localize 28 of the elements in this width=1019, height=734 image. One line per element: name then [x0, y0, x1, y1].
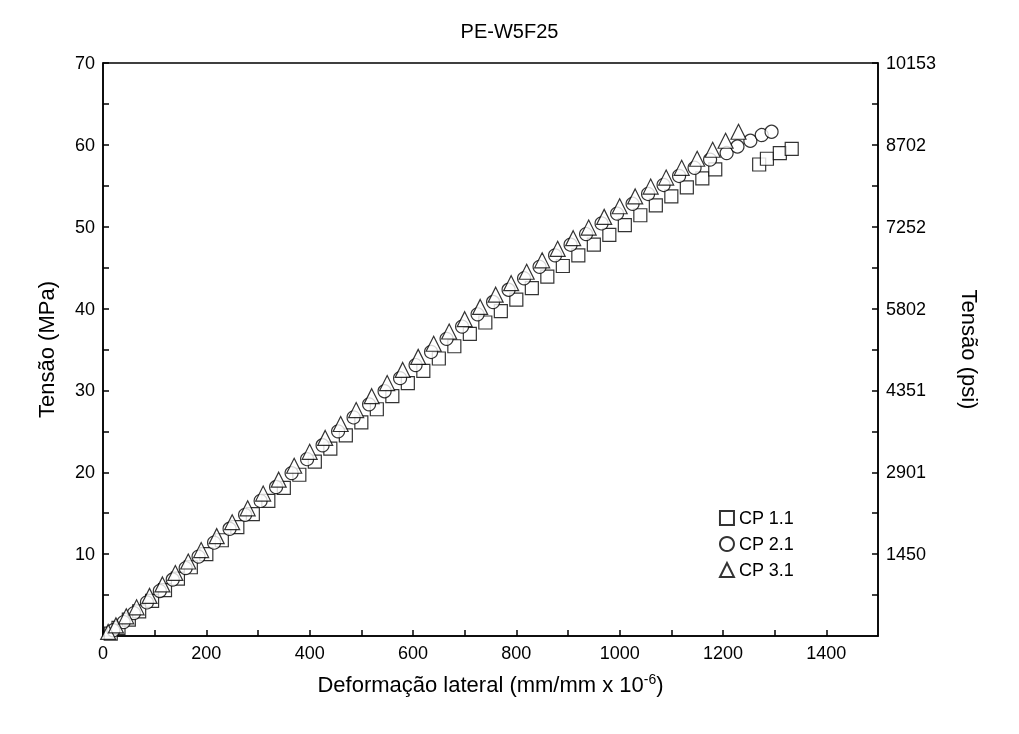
y2-tick-label: 1450 — [886, 544, 927, 565]
x-tick-label: 1000 — [599, 643, 640, 663]
y-tick-label: 30 — [74, 380, 95, 401]
y2-tick-label: 7252 — [886, 216, 927, 237]
x-tick-label: 1200 — [702, 643, 744, 663]
y2-tick-label: 10153 — [886, 53, 937, 73]
y2-axis-title: Tensão (psi) — [956, 289, 982, 410]
y2-tick-label: 8702 — [886, 134, 927, 155]
x-tick-label: 800 — [501, 643, 532, 663]
x-tick-label: 400 — [294, 643, 325, 663]
chart-title: PE-W5F25 — [460, 20, 559, 42]
legend-label: CP 3.1 — [738, 560, 794, 580]
legend-label: CP 1.1 — [738, 508, 794, 528]
x-tick-label: 0 — [97, 643, 109, 663]
y-tick-label: 10 — [74, 544, 95, 565]
y2-tick-label: 4351 — [886, 380, 927, 401]
x-tick-label: 1400 — [806, 643, 847, 663]
y-tick-label: 70 — [74, 53, 95, 73]
y-tick-label: 50 — [74, 216, 95, 237]
y-tick-label: 40 — [74, 298, 95, 319]
y2-tick-label: 2901 — [886, 462, 927, 483]
y2-tick-label: 5802 — [886, 298, 927, 319]
legend-label: CP 2.1 — [738, 534, 794, 554]
x-tick-label: 600 — [397, 643, 429, 663]
y-axis-title: Tensão (MPa) — [33, 281, 59, 418]
y-tick-label: 20 — [74, 462, 95, 483]
y-tick-label: 60 — [74, 134, 95, 155]
x-tick-label: 200 — [191, 643, 222, 663]
